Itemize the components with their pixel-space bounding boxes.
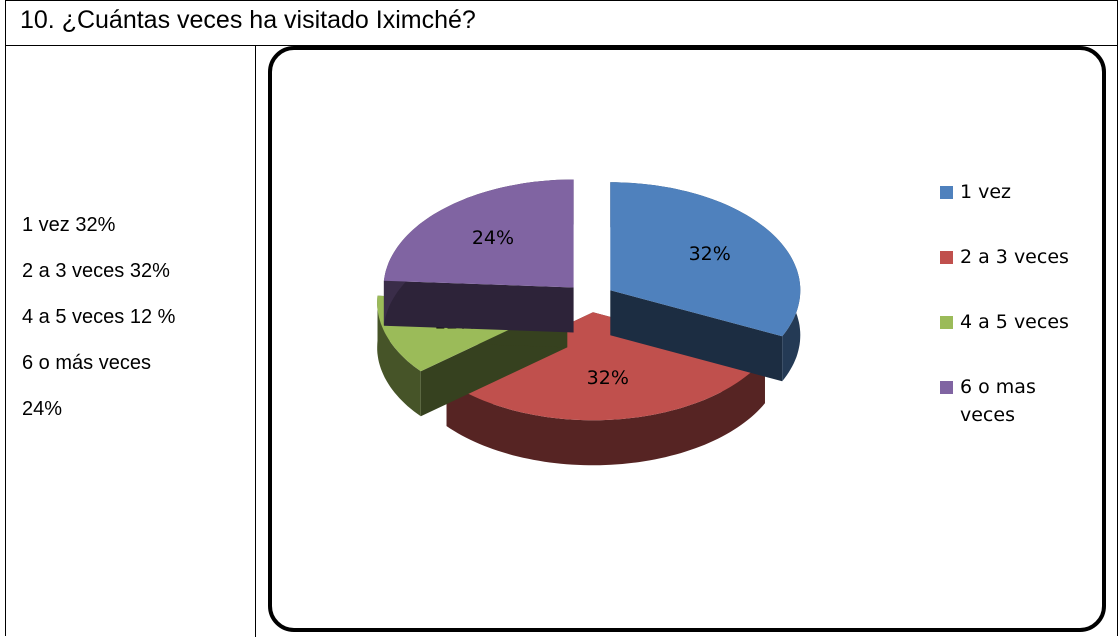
- legend-swatch: [940, 251, 953, 264]
- legend-item: 2 a 3 veces: [940, 243, 1090, 308]
- summary-line: 2 a 3 veces 32%: [22, 260, 170, 282]
- legend-label: 4 a 5 veces: [960, 311, 1069, 333]
- data-label: 24%: [472, 227, 514, 249]
- legend-swatch: [940, 316, 953, 329]
- legend: 1 vez 2 a 3 veces 4 a 5 veces 6 o mas veces: [940, 178, 1090, 438]
- summary-text: 1 vez 32% 2 a 3 veces 32% 4 a 5 veces 12 %…: [22, 202, 175, 432]
- table-frame: [5, 0, 1118, 636]
- slice-rim: [377, 295, 421, 417]
- slice: [610, 182, 801, 337]
- column-rule: [255, 45, 256, 637]
- legend-label: 2 a 3 veces: [960, 246, 1069, 268]
- legend-swatch: [940, 381, 953, 394]
- row-rule: [5, 45, 1118, 46]
- summary-line: 4 a 5 veces 12 %: [22, 306, 176, 328]
- question-title: 10. ¿Cuántas veces ha visitado Iximché?: [20, 6, 476, 34]
- legend-item: 6 o mas veces: [940, 373, 1090, 438]
- slice-side: [383, 280, 574, 333]
- legend-swatch: [940, 186, 953, 199]
- legend-item: 4 a 5 veces: [940, 308, 1090, 373]
- legend-label: 1 vez: [960, 181, 1012, 203]
- legend-item: 1 vez: [940, 178, 1090, 243]
- summary-line: 24%: [22, 398, 63, 420]
- legend-label: 6 o mas veces: [960, 376, 1036, 426]
- data-label: 32%: [689, 243, 731, 265]
- slice-rim: [446, 358, 765, 466]
- slice-side: [610, 290, 783, 382]
- slice: [383, 179, 574, 288]
- summary-line: 1 vez 32%: [22, 214, 116, 236]
- chart-box: [268, 46, 1106, 632]
- data-label: 32%: [587, 367, 629, 389]
- summary-line: 6 o más veces: [22, 352, 151, 374]
